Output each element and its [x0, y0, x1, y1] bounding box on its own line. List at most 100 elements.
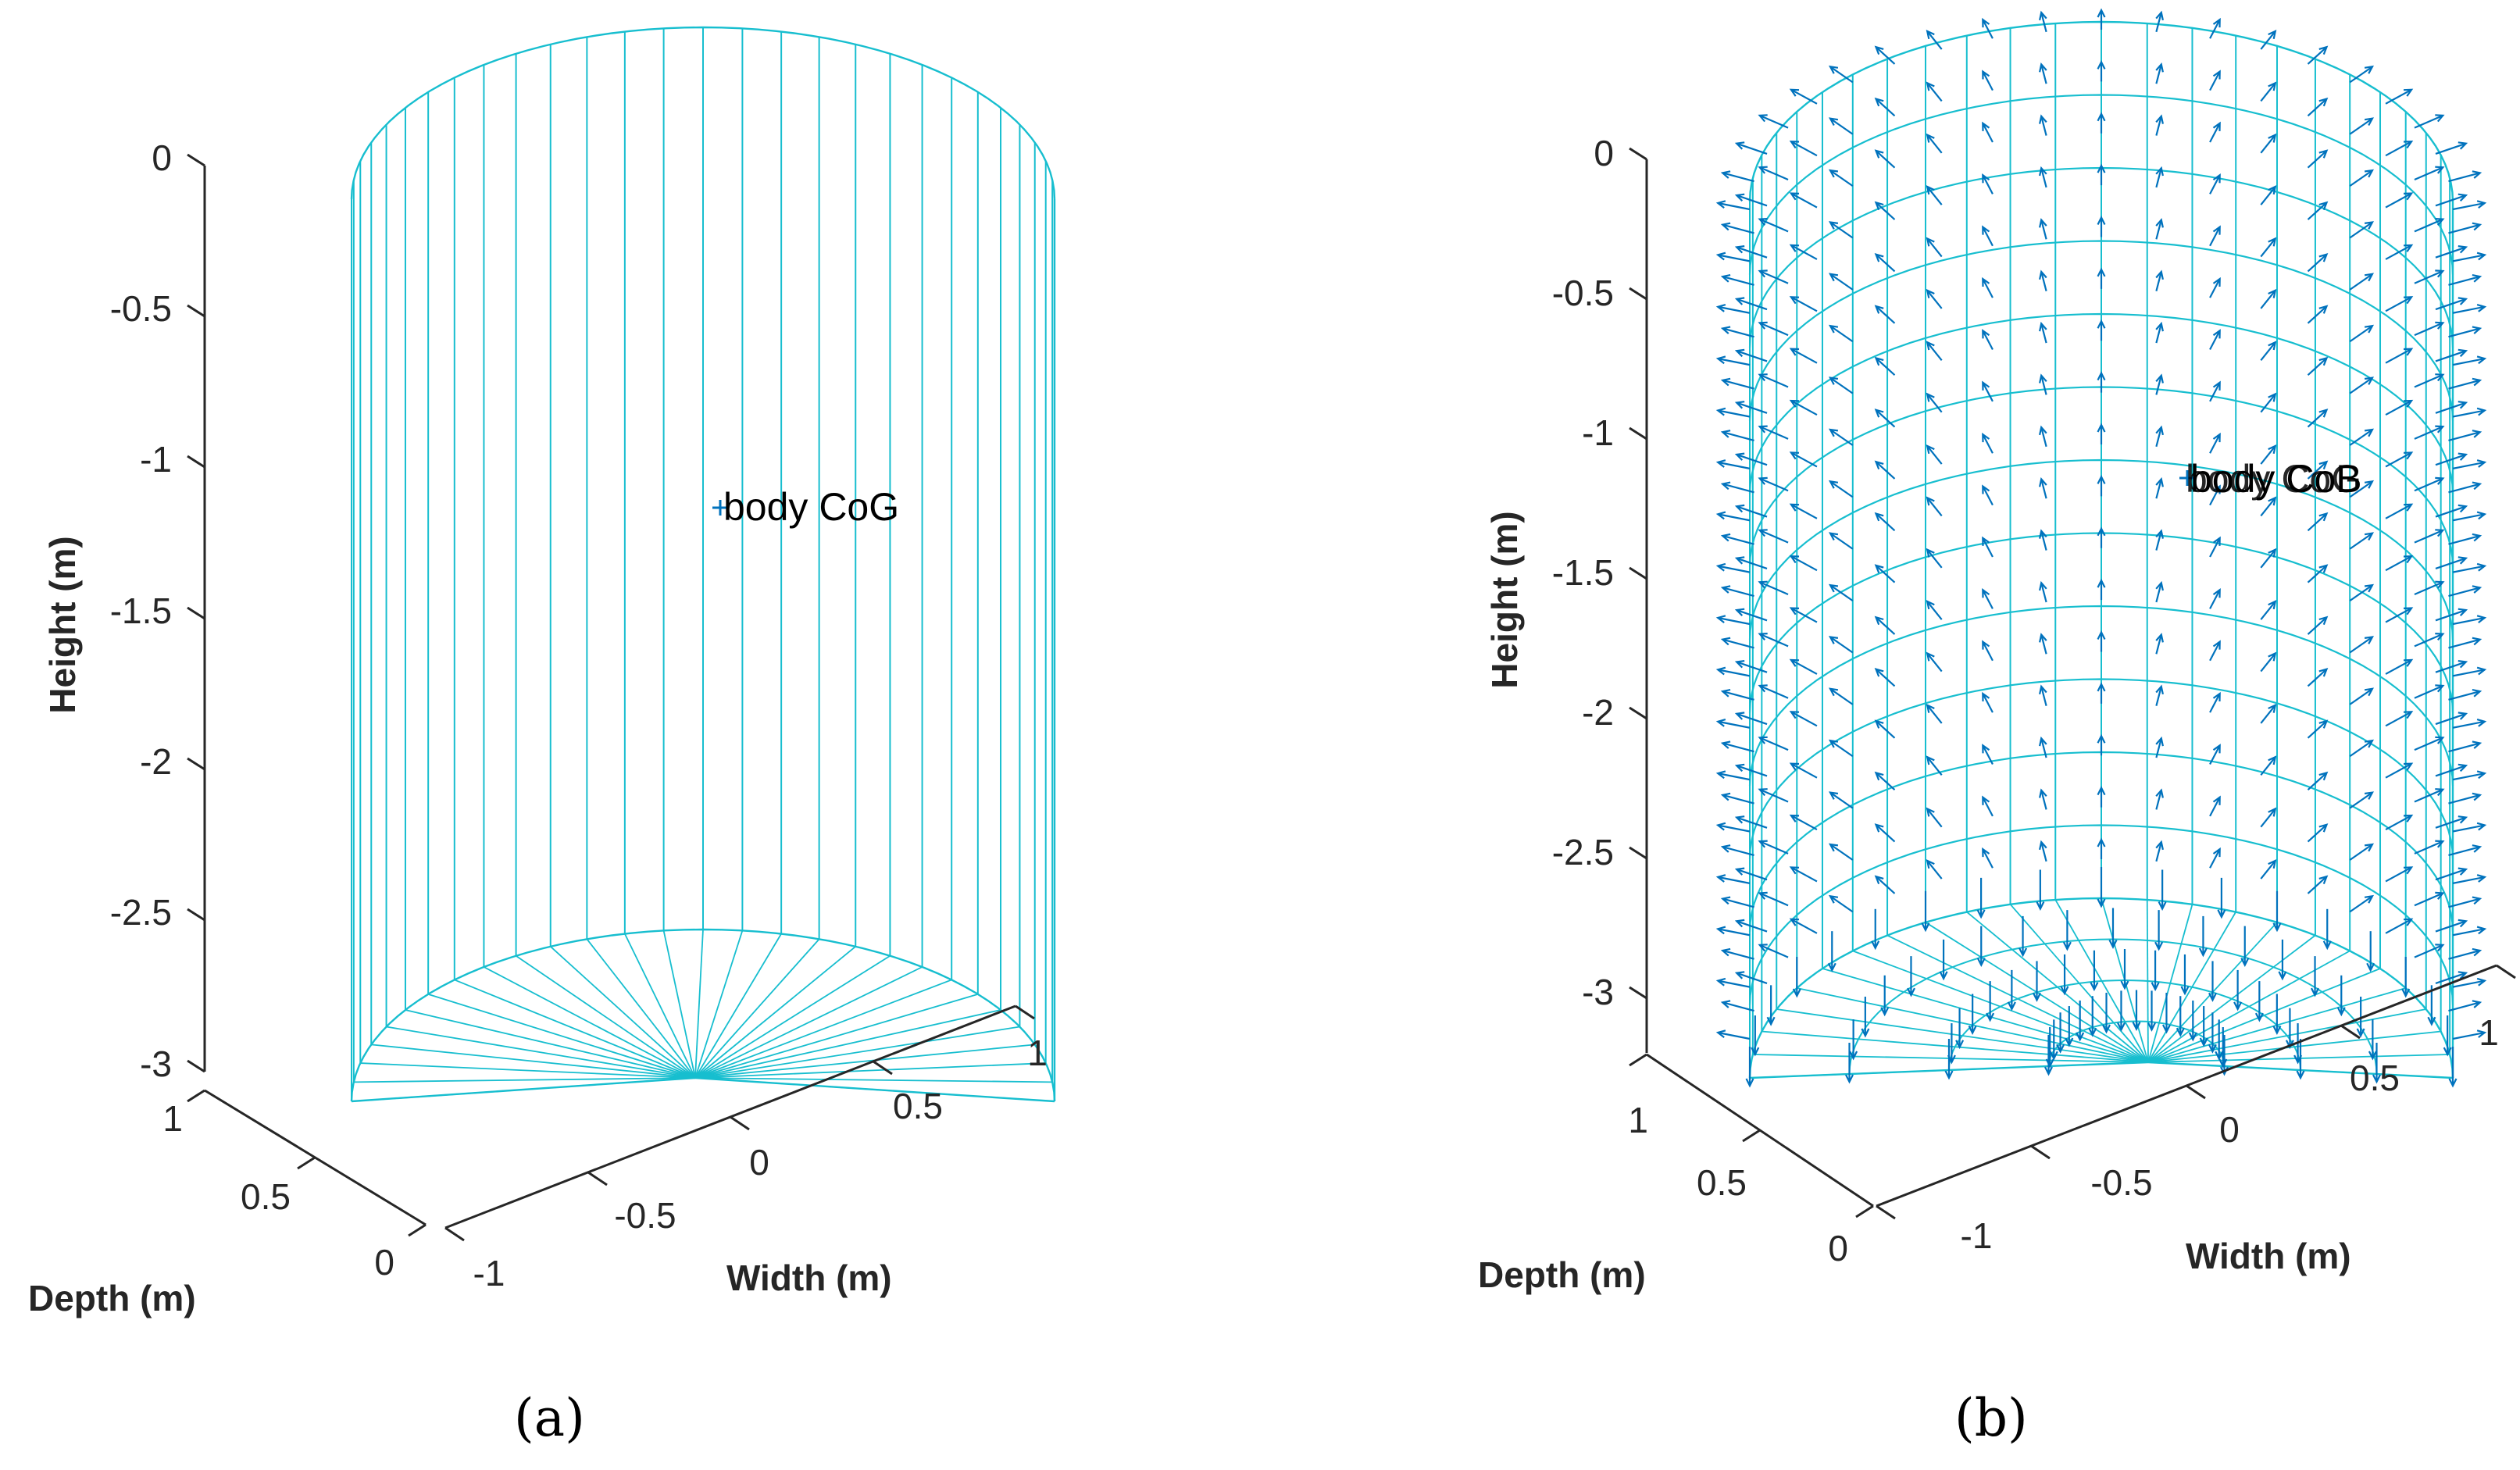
arrow-head [2403, 399, 2414, 408]
mesh-spoke [694, 954, 891, 1079]
arrow-shaft [2209, 693, 2221, 713]
pressure-arrow [2307, 356, 2329, 376]
pressure-arrow [1758, 476, 1789, 492]
arrow-shaft [1736, 142, 1768, 155]
pressure-arrow [2260, 185, 2277, 205]
arrow-shaft [2307, 616, 2328, 635]
arrow-head [2212, 329, 2221, 339]
pressure-arrow [2349, 428, 2375, 446]
pressure-arrow [2209, 795, 2221, 817]
arrow-shaft [1875, 202, 1896, 220]
arrow-head [2364, 221, 2375, 230]
height-tick-b: -1 [1582, 412, 1614, 453]
arrow-head [2364, 687, 2375, 697]
pressure-arrow [2307, 564, 2329, 583]
arrow-head [2364, 583, 2375, 593]
arrow-head [2476, 355, 2487, 365]
pressure-arrow [2385, 607, 2414, 623]
pressure-arrow [1715, 926, 1751, 937]
pressure-arrow [2272, 994, 2282, 1035]
arrow-shaft [1829, 429, 1854, 446]
pressure-arrow [1926, 133, 1943, 154]
pressure-arrow [2307, 875, 2329, 894]
arrow-shaft [2385, 658, 2412, 675]
arrow-shaft [1717, 409, 1751, 418]
pressure-arrow [1982, 536, 1994, 558]
pressure-arrow [1828, 636, 1854, 654]
mesh-spoke [360, 1062, 696, 1079]
arrow-head [1874, 771, 1884, 781]
pressure-arrow [1828, 221, 1854, 239]
mesh-ring [1748, 824, 2454, 1005]
arrow-head [2268, 444, 2277, 455]
arrow-head [1874, 875, 1884, 885]
arrow-head [2199, 1037, 2208, 1047]
height-axis-b [1629, 147, 1648, 1053]
arrow-head [2364, 843, 2375, 852]
arrow-head [2039, 736, 2047, 747]
arrow-shaft [2349, 429, 2373, 446]
arrow-head [1874, 253, 1884, 262]
pressure-arrow [2307, 512, 2329, 532]
arrow-head [2268, 755, 2277, 765]
pressure-arrow [2414, 373, 2445, 388]
pressure-arrow [1986, 981, 1995, 1022]
arrow-shaft [2040, 167, 2047, 188]
arrow-shaft [2452, 461, 2486, 469]
pressure-arrow [1745, 1047, 1754, 1088]
arrow-head [1720, 792, 1731, 801]
pressure-arrow [2155, 269, 2164, 291]
arrow-shaft [2435, 142, 2467, 155]
arrow-shaft [1790, 503, 1818, 519]
pressure-arrow [2076, 1000, 2085, 1042]
arrow-shaft [2260, 705, 2276, 724]
pressure-arrow [1926, 600, 1943, 620]
arrow-shaft [2385, 296, 2412, 312]
arrow-head [2403, 658, 2414, 667]
pressure-arrow [2039, 477, 2047, 499]
arrow-shaft [2435, 765, 2467, 777]
arrow-head [1720, 1000, 1731, 1008]
pressure-arrow [2260, 237, 2277, 258]
pressure-arrow [2209, 121, 2221, 143]
arrow-head [2039, 684, 2047, 695]
arrow-head [2458, 348, 2468, 358]
pressure-arrow [1921, 890, 1930, 933]
pressure-arrow [2097, 733, 2106, 756]
pressure-arrow [1982, 640, 1994, 662]
arrow-shaft [2349, 273, 2373, 291]
arrow-head [2318, 512, 2329, 522]
arrow-shaft [1736, 505, 1768, 518]
pressure-arrow [2448, 533, 2483, 545]
arrow-shaft [2452, 254, 2486, 262]
arrow-head [1828, 65, 1839, 74]
pressure-arrow [2260, 496, 2277, 517]
arrow-shaft [2040, 530, 2047, 551]
arrow-head [2018, 947, 2028, 958]
arrow-head [2435, 114, 2445, 123]
arrow-head [2097, 682, 2106, 692]
arrow-shaft [2155, 64, 2162, 84]
pressure-arrow [2443, 1015, 2452, 1057]
arrow-head [2056, 1044, 2065, 1054]
arrow-head [1758, 891, 1768, 900]
pressure-arrow [1720, 377, 1754, 390]
cob-marker-b [2179, 470, 2195, 486]
pressure-arrow [2209, 536, 2221, 558]
mesh-ring [1748, 605, 2454, 787]
arrow-head [2212, 380, 2221, 391]
arrow-shaft [2414, 426, 2443, 440]
pressure-arrow [1828, 65, 1854, 84]
pressure-arrow [1828, 532, 1854, 550]
arrow-shaft [1875, 461, 1896, 480]
arrow-head [2318, 97, 2329, 107]
arrow-head [2039, 373, 2047, 384]
arrow-shaft [2452, 1031, 2486, 1040]
pressure-arrow [2448, 1047, 2458, 1088]
arrow-shaft [1875, 772, 1896, 790]
pressure-arrow [1926, 81, 1943, 102]
arrow-shaft [2349, 584, 2373, 602]
pressure-arrow [1982, 744, 1994, 765]
pressure-arrow [1720, 844, 1754, 856]
arrow-shaft [1790, 866, 1818, 883]
